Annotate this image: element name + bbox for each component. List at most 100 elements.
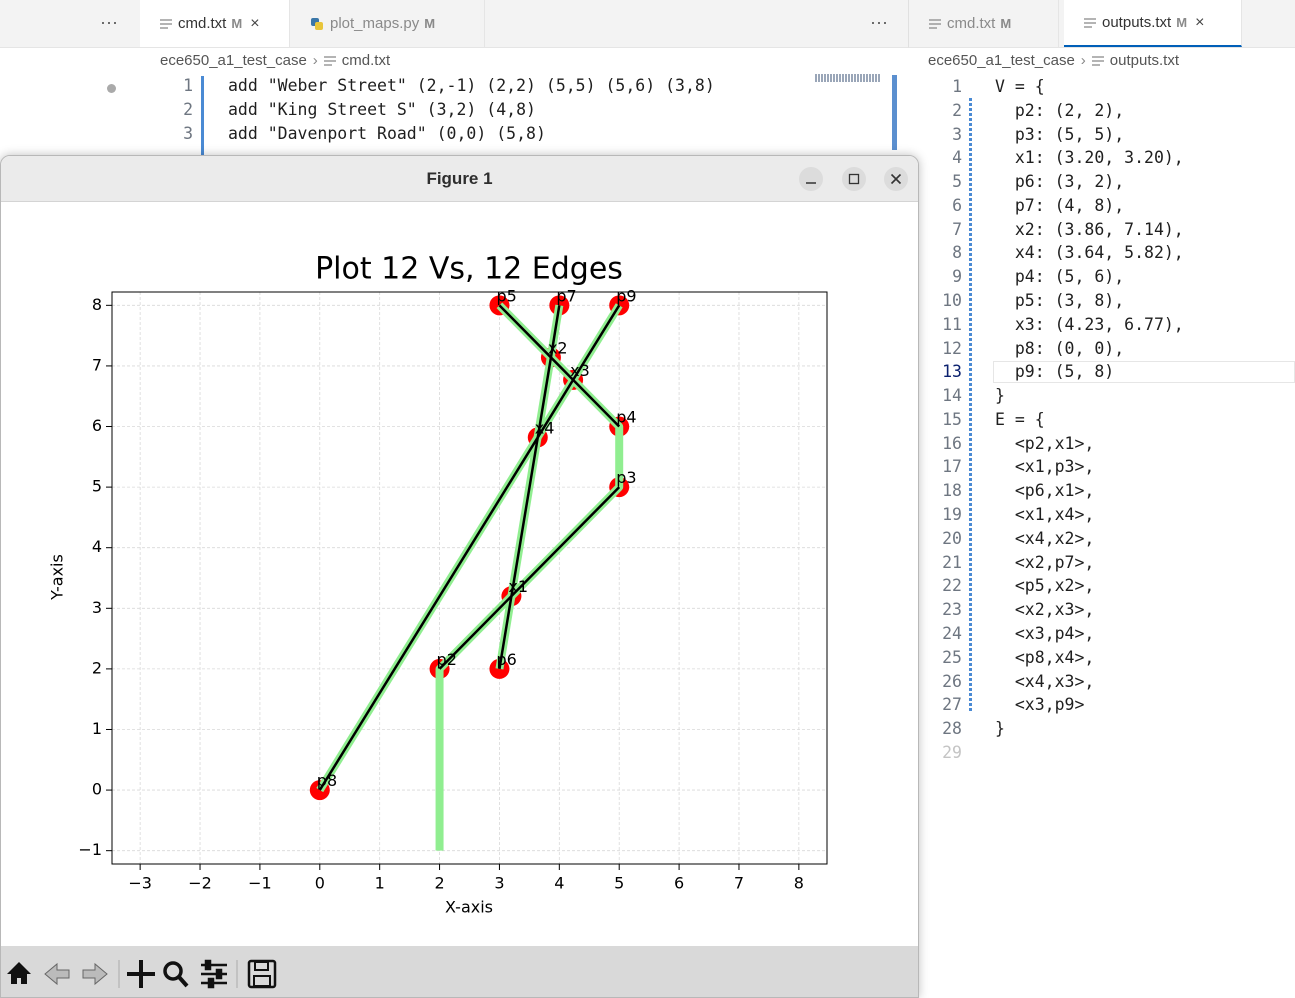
line-text: E = {	[995, 409, 1045, 429]
code-line: 21 <x2,p7>,	[0, 551, 1295, 575]
y-tick-label: 2	[92, 658, 102, 677]
code-line: 23 <x2,x3>,	[0, 598, 1295, 622]
tab[interactable]: cmd.txt M	[909, 0, 1059, 47]
y-tick-label: 1	[92, 719, 102, 738]
window-title: Figure 1	[426, 169, 493, 188]
line-number: 4	[952, 148, 962, 168]
pan[interactable]	[127, 960, 155, 988]
line-number: 15	[942, 409, 962, 429]
y-tick-label: 5	[92, 477, 102, 496]
code-line: 1 V = {	[0, 75, 1295, 99]
vertex-label: p6	[496, 650, 516, 669]
code-line: 13 p9: (5, 8)	[0, 360, 1295, 384]
line-text: <p8,x4>,	[995, 647, 1095, 667]
git-gutter	[201, 76, 204, 156]
title-bar: Figure 1	[1, 156, 918, 202]
line-text: p2: (2, 2),	[995, 100, 1125, 120]
line-number: 11	[942, 314, 962, 334]
line-number: 3	[183, 124, 193, 143]
line-number: 22	[942, 576, 962, 596]
minimize[interactable]	[799, 167, 823, 191]
line-number: 7	[952, 219, 962, 239]
crumb[interactable]: outputs.txt	[1109, 52, 1180, 69]
y-tick-label: 3	[92, 598, 102, 617]
crumb[interactable]: ece650_a1_test_case	[928, 52, 1075, 69]
line-number: 9	[952, 267, 962, 287]
more-actions[interactable]: ···	[870, 12, 888, 32]
tab[interactable]: cmd.txt M ×	[140, 0, 290, 47]
tab[interactable]: plot_maps.py M	[290, 0, 485, 47]
minimap	[815, 74, 880, 82]
x-tick-label: 8	[794, 874, 804, 893]
line-text: <p6,x1>,	[995, 481, 1095, 501]
line-number: 14	[942, 386, 962, 406]
close[interactable]: ×	[250, 14, 260, 32]
line-text: <x4,x2>,	[995, 528, 1095, 548]
vertex-label: p3	[616, 468, 636, 487]
git-gutter	[969, 98, 972, 712]
dirty-indicator	[107, 84, 116, 93]
crumb[interactable]: cmd.txt	[341, 52, 391, 69]
file-icon	[1091, 55, 1104, 66]
code-line: 12 p8: (0, 0),	[0, 337, 1295, 361]
code-line: 27 <x3,p9>	[0, 693, 1295, 717]
code-line: 14}	[0, 384, 1295, 408]
code-line: 2 add "King Street S" (3,2) (4,8)	[0, 98, 1295, 122]
line-text: <x4,x3>,	[995, 671, 1095, 691]
line-number: 2	[183, 100, 193, 119]
line-text: <x1,x4>,	[995, 505, 1095, 525]
x-tick-label: 7	[734, 874, 744, 893]
line-number: 6	[952, 195, 962, 215]
line-number: 12	[942, 338, 962, 358]
line-number: 5	[952, 172, 962, 192]
line-number: 26	[942, 671, 962, 691]
configure[interactable]	[201, 959, 227, 989]
forward[interactable]	[82, 962, 108, 986]
code-line: 24 <x3,p4>,	[0, 622, 1295, 646]
zoom[interactable]	[163, 961, 189, 988]
scrollbar	[892, 75, 897, 150]
x-tick-label: −1	[248, 874, 272, 893]
line-number: 1	[183, 76, 193, 95]
y-tick-label: −1	[78, 840, 102, 859]
tab-name: outputs.txt	[1102, 14, 1172, 31]
line-text: V = {	[995, 77, 1045, 96]
back[interactable]	[44, 962, 70, 986]
vertex-label: x1	[508, 577, 528, 596]
line-text: }	[995, 386, 1005, 406]
line-text: add "Davenport Road" (0,0) (5,8)	[228, 124, 546, 143]
line-number: 20	[942, 528, 962, 548]
vertex-label: x4	[535, 418, 555, 437]
close[interactable]	[884, 167, 908, 191]
close[interactable]: ×	[1195, 13, 1205, 31]
breadcrumbs: ece650_a1_test_case › outputs.txt	[928, 52, 1180, 69]
line-number: 21	[942, 552, 962, 572]
tab[interactable]: outputs.txt M ×	[1064, 0, 1242, 47]
crumb[interactable]: ece650_a1_test_case	[160, 52, 307, 69]
file-icon	[323, 55, 336, 66]
code-line: 3 p3: (5, 5),	[0, 123, 1295, 147]
figure-window: Figure 1 Plot 12 Vs, 12 Edges X-axis Y-a…	[0, 155, 919, 998]
code-line: 15 E = {	[0, 408, 1295, 432]
home[interactable]	[7, 962, 31, 984]
x-tick-label: 1	[375, 874, 385, 893]
line-text: }	[995, 719, 1005, 739]
code-line: 22 <p5,x2>,	[0, 574, 1295, 598]
code-line: 1 add "Weber Street" (2,-1) (2,2) (5,5) (…	[0, 74, 1295, 98]
line-text: <x1,p3>,	[995, 457, 1095, 477]
save[interactable]	[247, 959, 277, 989]
code-line: 10 p5: (3, 8),	[0, 289, 1295, 313]
tab-status: M	[424, 16, 436, 31]
maximize[interactable]	[842, 167, 866, 191]
code-line: 2 p2: (2, 2),	[0, 99, 1295, 123]
sidebar-more[interactable]: ···	[100, 12, 118, 32]
chart: Plot 12 Vs, 12 Edges X-axis Y-axis −3 −2 −…	[48, 252, 828, 917]
line-text: x2: (3.86, 7.14),	[995, 219, 1184, 239]
line-text: x3: (4.23, 6.77),	[995, 314, 1184, 334]
x-tick-label: 2	[434, 874, 444, 893]
breadcrumbs: ece650_a1_test_case › cmd.txt	[160, 52, 391, 69]
x-tick-label: 6	[674, 874, 684, 893]
vertex-label: x2	[548, 338, 568, 357]
code-line: 8 x4: (3.64, 5.82),	[0, 241, 1295, 265]
python-icon	[311, 17, 323, 30]
